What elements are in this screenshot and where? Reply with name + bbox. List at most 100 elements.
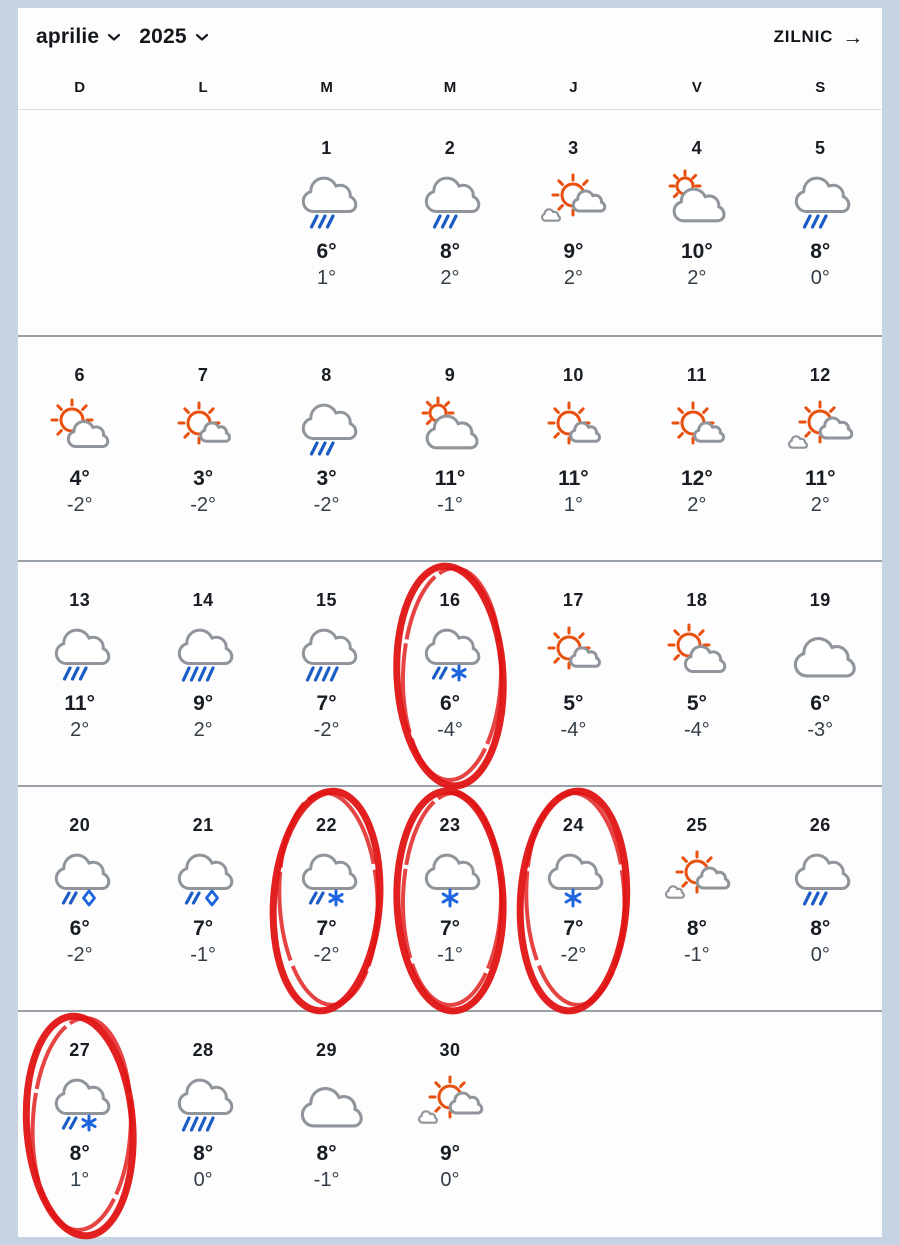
day-number: 11 xyxy=(686,365,707,385)
week-row: 27 8° 1° 28 8° 0° 29 8° -1° 30 9° 0° xyxy=(18,1010,882,1235)
day-cell-10[interactable]: 10 11° 1° xyxy=(512,337,635,560)
rain-snow-icon xyxy=(42,1071,118,1135)
cloud-sun-icon xyxy=(659,169,735,233)
high-temp: 8° xyxy=(193,1142,214,1165)
snow-icon xyxy=(412,846,488,910)
day-cell-22[interactable]: 22 7° -2° xyxy=(265,787,388,1010)
day-number: 22 xyxy=(316,815,338,835)
day-cell-27[interactable]: 27 8° 1° xyxy=(18,1012,141,1235)
weekday-label: S xyxy=(815,79,826,96)
day-cell-11[interactable]: 11 12° 2° xyxy=(635,337,758,560)
high-temp: 3° xyxy=(316,467,337,490)
high-temp: 7° xyxy=(439,917,461,940)
weekday-label: M xyxy=(443,79,457,96)
day-number: 5 xyxy=(815,138,826,158)
day-cell-15[interactable]: 15 7° -2° xyxy=(265,562,388,785)
high-temp: 7° xyxy=(316,692,337,715)
day-number: 14 xyxy=(192,590,214,610)
month-dropdown[interactable]: aprilie xyxy=(36,25,121,49)
day-cell-19[interactable]: 19 6° -3° xyxy=(759,562,882,785)
day-number: 24 xyxy=(562,815,584,835)
day-number: 13 xyxy=(69,590,91,610)
year-dropdown[interactable]: 2025 xyxy=(139,25,209,49)
day-number: 10 xyxy=(562,365,584,385)
day-number: 3 xyxy=(568,138,579,158)
weekday-label: M xyxy=(320,79,333,96)
day-number: 1 xyxy=(321,138,332,158)
high-temp: 4° xyxy=(69,467,90,490)
rain-ice-icon xyxy=(165,846,241,910)
day-cell-2[interactable]: 2 8° 2° xyxy=(388,110,511,335)
low-temp: -1° xyxy=(190,944,217,966)
day-number: 17 xyxy=(562,590,584,610)
day-number: 27 xyxy=(69,1040,91,1060)
rain-snow-icon xyxy=(412,621,488,685)
high-temp: 11° xyxy=(558,467,589,490)
cloudy-icon xyxy=(782,621,858,685)
day-cell-12[interactable]: 12 11° 2° xyxy=(759,337,882,560)
weekday-label: J xyxy=(569,79,578,96)
day-cell-5[interactable]: 5 8° 0° xyxy=(759,110,882,335)
day-number: 21 xyxy=(192,815,214,835)
low-temp: 2° xyxy=(70,719,90,741)
day-cell-21[interactable]: 21 7° -1° xyxy=(141,787,264,1010)
day-cell-26[interactable]: 26 8° 0° xyxy=(759,787,882,1010)
daily-link-label: ZILNIC xyxy=(773,27,834,46)
high-temp: 7° xyxy=(193,917,214,940)
chevron-down-icon xyxy=(107,33,121,42)
daily-forecast-link[interactable]: ZILNIC → xyxy=(774,27,864,48)
empty-cell xyxy=(18,110,141,335)
calendar-header: aprilie 2025 ZILNIC → xyxy=(18,8,882,66)
high-temp: 8° xyxy=(69,1142,90,1165)
day-cell-23[interactable]: 23 7° -1° xyxy=(388,787,511,1010)
low-temp: -1° xyxy=(683,944,710,966)
day-number: 12 xyxy=(809,365,831,385)
high-temp: 3° xyxy=(193,467,214,490)
low-temp: 2° xyxy=(810,494,830,516)
high-temp: 11° xyxy=(804,467,836,490)
empty-cell xyxy=(141,110,264,335)
sun-big-cloud-icon xyxy=(42,396,118,460)
calendar-grid: 1 6° 1° 2 8° 2° 3 9° 2° 4 10° 2° 5 8° 0° 6 4° -2° 7 3° -2° 8 3… xyxy=(18,110,882,1235)
day-cell-16[interactable]: 16 6° -4° xyxy=(388,562,511,785)
week-row: 1 6° 1° 2 8° 2° 3 9° 2° 4 10° 2° 5 8° 0° xyxy=(18,110,882,335)
high-temp: 10° xyxy=(680,240,713,263)
low-temp: 2° xyxy=(440,267,460,289)
day-cell-13[interactable]: 13 11° 2° xyxy=(18,562,141,785)
low-temp: -4° xyxy=(437,719,463,741)
day-number: 28 xyxy=(192,1040,214,1060)
day-cell-1[interactable]: 1 6° 1° xyxy=(265,110,388,335)
low-temp: 0° xyxy=(810,944,830,966)
high-temp: 8° xyxy=(686,917,707,940)
day-cell-24[interactable]: 24 7° -2° xyxy=(512,787,635,1010)
day-cell-18[interactable]: 18 5° -4° xyxy=(635,562,758,785)
low-temp: -2° xyxy=(66,494,93,516)
day-cell-4[interactable]: 4 10° 2° xyxy=(635,110,758,335)
day-cell-20[interactable]: 20 6° -2° xyxy=(18,787,141,1010)
day-cell-9[interactable]: 9 11° -1° xyxy=(388,337,511,560)
day-cell-30[interactable]: 30 9° 0° xyxy=(388,1012,511,1235)
day-cell-6[interactable]: 6 4° -2° xyxy=(18,337,141,560)
week-row: 6 4° -2° 7 3° -2° 8 3° -2° 9 11° -1° 10 11° 1° 11 12° 2° 1… xyxy=(18,335,882,560)
high-temp: 8° xyxy=(810,917,831,940)
day-cell-29[interactable]: 29 8° -1° xyxy=(265,1012,388,1235)
low-temp: -4° xyxy=(683,719,710,741)
month-year-selectors: aprilie 2025 xyxy=(36,25,209,49)
day-cell-14[interactable]: 14 9° 2° xyxy=(141,562,264,785)
low-temp: -1° xyxy=(437,944,463,966)
day-number: 2 xyxy=(444,138,456,158)
day-cell-3[interactable]: 3 9° 2° xyxy=(512,110,635,335)
day-cell-17[interactable]: 17 5° -4° xyxy=(512,562,635,785)
day-cell-25[interactable]: 25 8° -1° xyxy=(635,787,758,1010)
high-temp: 11° xyxy=(64,692,96,715)
sun-small-cloud-icon xyxy=(535,396,611,460)
low-temp: -2° xyxy=(560,944,587,966)
sun-clouds-icon xyxy=(782,396,858,460)
weekday-label: D xyxy=(74,79,86,96)
day-cell-28[interactable]: 28 8° 0° xyxy=(141,1012,264,1235)
day-number: 25 xyxy=(686,815,708,835)
rain-icon xyxy=(782,846,858,910)
day-cell-8[interactable]: 8 3° -2° xyxy=(265,337,388,560)
rain-heavy-icon xyxy=(289,621,365,685)
day-cell-7[interactable]: 7 3° -2° xyxy=(141,337,264,560)
